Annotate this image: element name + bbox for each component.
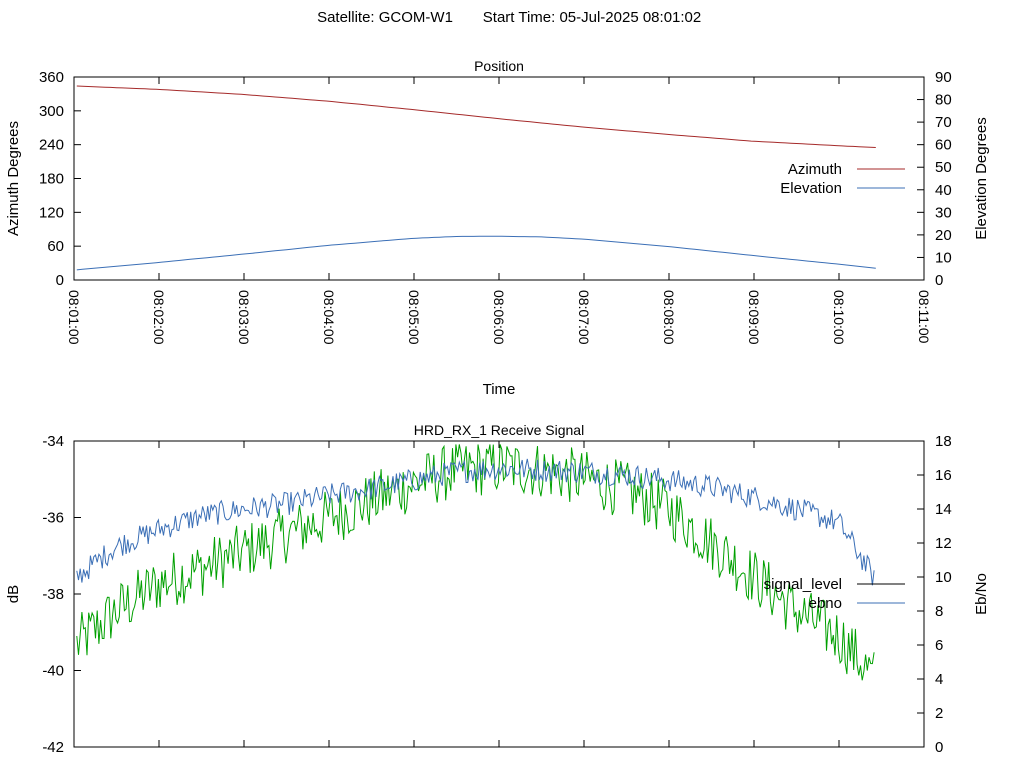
signal-y-right-tick-label: 10 <box>935 569 952 586</box>
azimuth-line <box>76 85 876 148</box>
position-y-tick-label: 300 <box>39 103 64 120</box>
position-plot-frame <box>73 76 925 281</box>
signal-y-tick-label: -40 <box>42 663 64 680</box>
position-series-group <box>76 85 876 271</box>
position-ticks-group: 08:01:00 08:02:00 08:03:00 08:04:00 08:05:00… <box>39 69 952 345</box>
legend-elevation-label: Elevation <box>780 180 842 197</box>
position-y-right-tick-label: 70 <box>935 114 952 131</box>
legend-ebno-label: ebno <box>809 595 842 612</box>
position-x-tick-label: 08:11:00 <box>916 290 932 344</box>
signal-y-right-tick-label: 4 <box>935 671 943 688</box>
position-y-tick-label: 120 <box>39 204 64 221</box>
position-y-tick-label: 360 <box>39 69 64 86</box>
start-time-title: Start Time: 05-Jul-2025 08:01:02 <box>483 9 701 26</box>
signal-y-right-tick-label: 0 <box>935 739 943 756</box>
position-y-tick-label: 240 <box>39 137 64 154</box>
position-x-tick-label: 08:05:00 <box>406 290 422 345</box>
position-y-right-tick-label: 10 <box>935 249 952 266</box>
signal-y-tick-label: -36 <box>42 510 64 527</box>
signal-y-tick-label: -42 <box>42 739 64 756</box>
position-x-tick-label: 08:01:00 <box>66 290 82 345</box>
position-y-right-tick-label: 20 <box>935 227 952 244</box>
position-y-right-axis-label: Elevation Degrees <box>973 117 990 240</box>
ebno-blue-line <box>76 458 875 586</box>
signal-y-right-tick-label: 18 <box>935 433 952 450</box>
signal-title: HRD_RX_1 Receive Signal <box>414 422 584 438</box>
position-x-axis-label: Time <box>483 381 516 398</box>
signal-y-right-tick-label: 16 <box>935 467 952 484</box>
signal-y-axis-label: dB <box>5 585 22 603</box>
position-y-right-tick-label: 90 <box>935 69 952 86</box>
signal-plot-frame <box>73 440 925 748</box>
signal-y-right-tick-label: 12 <box>935 535 952 552</box>
position-legend: Azimuth Elevation <box>780 161 905 197</box>
signal-y-right-tick-label: 8 <box>935 603 943 620</box>
receive-signal-chart: -34 -36 -38 -40 -42 0 2 4 6 8 10 12 14 16 18 signal_le… <box>5 422 990 756</box>
position-x-tick-label: 08:07:00 <box>576 290 592 345</box>
signal-y-right-tick-label: 14 <box>935 501 952 518</box>
position-y-tick-label: 60 <box>47 238 64 255</box>
signal-y-right-axis-label: Eb/No <box>973 573 990 615</box>
signal-ticks-group: -34 -36 -38 -40 -42 0 2 4 6 8 10 12 14 16 18 <box>42 433 951 756</box>
position-x-tick-label: 08:10:00 <box>831 290 847 345</box>
elevation-line <box>76 235 876 271</box>
position-y-tick-label: 0 <box>56 272 64 289</box>
position-y-right-tick-label: 40 <box>935 182 952 199</box>
position-y-right-tick-label: 60 <box>935 137 952 154</box>
position-title: Position <box>474 58 524 74</box>
position-chart: 08:01:00 08:02:00 08:03:00 08:04:00 08:05:00… <box>5 58 990 398</box>
position-x-tick-label: 08:09:00 <box>746 290 762 345</box>
position-x-tick-label: 08:08:00 <box>661 290 677 345</box>
position-y-axis-label: Azimuth Degrees <box>5 121 22 236</box>
position-y-right-tick-label: 80 <box>935 92 952 109</box>
position-y-right-tick-label: 30 <box>935 204 952 221</box>
signal-y-right-tick-label: 6 <box>935 637 943 654</box>
signal-y-right-tick-label: 2 <box>935 705 943 722</box>
satellite-title: Satellite: GCOM-W1 <box>317 9 453 26</box>
position-y-right-tick-label: 50 <box>935 159 952 176</box>
signal-y-tick-label: -34 <box>42 433 64 450</box>
signal-series-group <box>76 444 875 681</box>
ebno-line <box>76 444 875 681</box>
position-x-tick-label: 08:06:00 <box>491 290 507 345</box>
legend-signal_level-label: signal_level <box>764 576 842 593</box>
position-y-right-tick-label: 0 <box>935 272 943 289</box>
position-x-tick-label: 08:03:00 <box>236 290 252 345</box>
position-y-tick-label: 180 <box>39 171 64 188</box>
legend-azimuth-label: Azimuth <box>788 161 842 178</box>
position-x-tick-label: 08:02:00 <box>151 290 167 345</box>
signal-y-tick-label: -38 <box>42 586 64 603</box>
position-x-tick-label: 08:04:00 <box>321 290 337 345</box>
